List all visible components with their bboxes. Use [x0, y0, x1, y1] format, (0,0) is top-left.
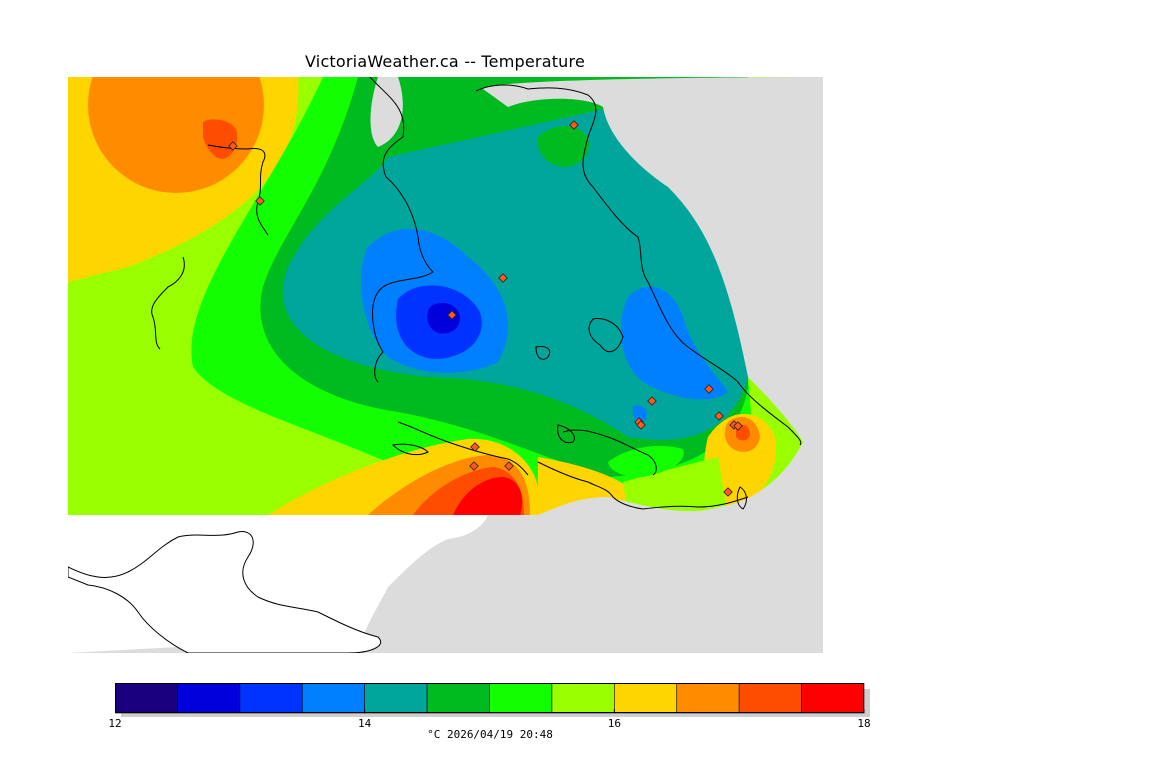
station-marker	[504, 461, 514, 471]
colorbar-bin	[239, 682, 303, 714]
coastlines	[151, 77, 802, 510]
station-marker	[498, 273, 508, 283]
map-title: VictoriaWeather.ca -- Temperature	[305, 52, 585, 71]
colorbar-frame	[115, 683, 864, 713]
colorbar-bin	[676, 682, 740, 714]
colorbar-tick-label: 18	[857, 717, 871, 730]
colorbar-tick-label: 14	[358, 717, 372, 730]
station-marker	[228, 141, 238, 151]
station-marker	[470, 442, 480, 452]
station-marker	[447, 310, 457, 320]
colorbar-bin	[177, 682, 241, 714]
station-marker	[733, 421, 743, 431]
temperature-map	[68, 77, 823, 653]
station-marker	[723, 487, 733, 497]
colorbar-bin	[738, 682, 802, 714]
land-mask-east	[483, 77, 823, 653]
station-marker	[647, 396, 657, 406]
station-marker	[255, 196, 265, 206]
colorbar-bin	[614, 682, 678, 714]
station-marker	[636, 420, 646, 430]
station-marker	[469, 461, 479, 471]
land-mask-mid	[370, 77, 403, 147]
station-marker	[704, 384, 714, 394]
colorbar-bin	[801, 682, 865, 714]
colorbar-bin	[551, 682, 615, 714]
colorbar-bin	[301, 682, 365, 714]
colorbar-bin	[489, 682, 553, 714]
station-marker	[714, 411, 724, 421]
colorbar-bin	[114, 682, 178, 714]
washington-coast	[68, 531, 381, 653]
colorbar-bin	[364, 682, 428, 714]
units-timestamp: °C 2026/04/19 20:48	[427, 728, 553, 741]
colorbar-tick-label: 12	[108, 717, 122, 730]
weather-stations	[228, 120, 743, 497]
colorbar-bin	[426, 682, 490, 714]
colorbar-tick-label: 16	[607, 717, 621, 730]
colorbar	[114, 682, 875, 721]
station-marker	[569, 120, 579, 130]
